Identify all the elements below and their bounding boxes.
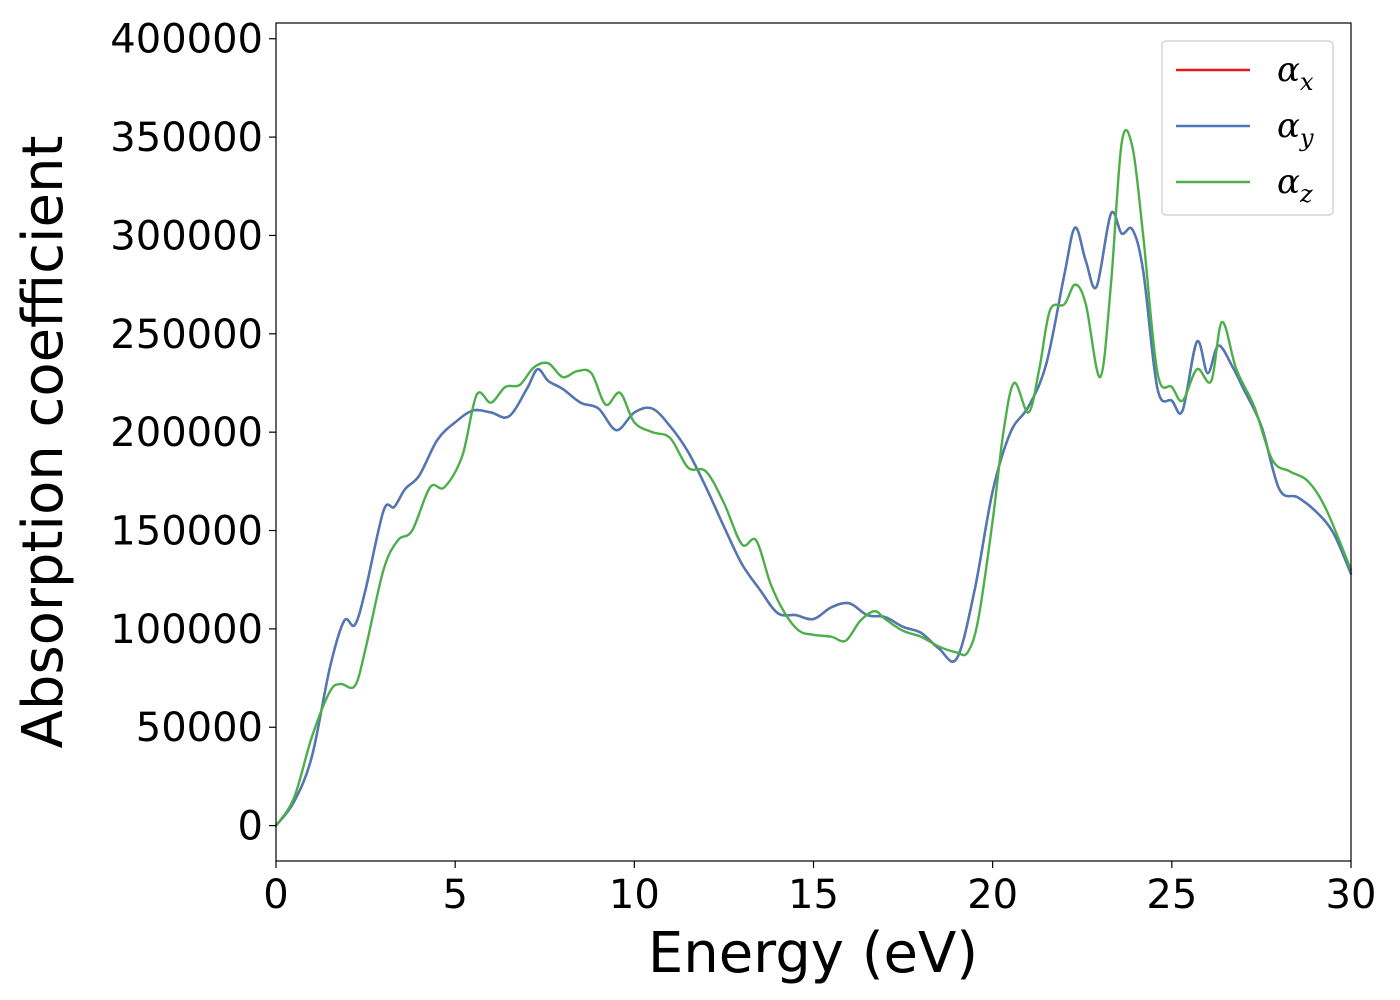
x-tick-label: 25 (1146, 872, 1197, 918)
legend-label-x: αx (1277, 50, 1314, 96)
y-tick-label: 250000 (110, 312, 263, 358)
y-tick-label: 200000 (110, 410, 263, 456)
x-tick-label: 0 (263, 872, 288, 918)
series-line-z (274, 128, 1353, 827)
x-tick-label: 30 (1326, 872, 1377, 918)
series-line-y (274, 210, 1353, 827)
legend-box (1161, 40, 1334, 216)
x-axis-label: Energy (eV) (648, 921, 978, 986)
y-tick-label: 300000 (110, 213, 263, 259)
x-axis: 0 5 10 15 20 25 30 (263, 861, 1376, 918)
x-tick-label: 20 (967, 872, 1018, 918)
x-tick-label: 10 (609, 872, 660, 918)
y-tick-label: 400000 (110, 17, 263, 63)
y-tick-label: 0 (238, 804, 263, 850)
legend: αx αy αz (1161, 40, 1334, 216)
x-tick-label: 5 (442, 872, 467, 918)
legend-label-y: αy (1277, 106, 1314, 152)
y-tick-label: 50000 (136, 705, 263, 751)
x-tick-label: 15 (788, 872, 839, 918)
y-axis: 0 50000 100000 150000 200000 250000 300000 3500… (110, 17, 276, 850)
legend-label-z: αz (1277, 162, 1313, 208)
y-tick-label: 100000 (110, 607, 263, 653)
y-tick-label: 150000 (110, 509, 263, 555)
plot-area (274, 128, 1353, 827)
y-tick-label: 350000 (110, 115, 263, 161)
y-axis-label: Absorption coefficient (11, 136, 76, 749)
